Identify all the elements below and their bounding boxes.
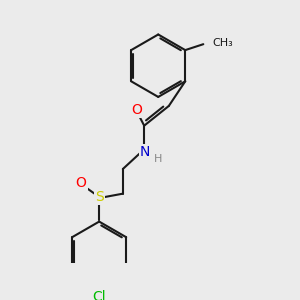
Text: N: N bbox=[140, 145, 150, 159]
Text: H: H bbox=[154, 154, 162, 164]
Text: O: O bbox=[76, 176, 86, 190]
Text: O: O bbox=[131, 103, 142, 117]
Text: CH₃: CH₃ bbox=[212, 38, 233, 47]
Text: S: S bbox=[95, 190, 103, 204]
Text: Cl: Cl bbox=[92, 290, 106, 300]
